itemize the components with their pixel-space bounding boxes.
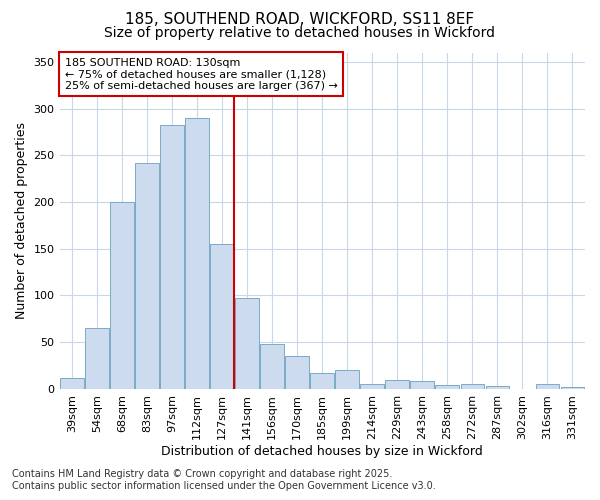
Bar [485,386,509,389]
Bar [160,126,184,389]
Text: Contains HM Land Registry data © Crown copyright and database right 2025.
Contai: Contains HM Land Registry data © Crown c… [12,470,436,491]
Bar [436,385,459,389]
Bar [60,378,84,389]
Bar [385,380,409,389]
Bar [310,373,334,389]
Bar [260,344,284,389]
Y-axis label: Number of detached properties: Number of detached properties [15,122,28,319]
Text: Size of property relative to detached houses in Wickford: Size of property relative to detached ho… [104,26,496,40]
Bar [335,370,359,389]
Text: 185 SOUTHEND ROAD: 130sqm
← 75% of detached houses are smaller (1,128)
25% of se: 185 SOUTHEND ROAD: 130sqm ← 75% of detac… [65,58,338,90]
Bar [560,387,584,389]
Bar [210,244,234,389]
X-axis label: Distribution of detached houses by size in Wickford: Distribution of detached houses by size … [161,444,483,458]
Bar [410,380,434,389]
Bar [85,328,109,389]
Bar [286,356,309,389]
Bar [235,298,259,389]
Bar [361,384,384,389]
Bar [110,202,134,389]
Bar [135,163,159,389]
Text: 185, SOUTHEND ROAD, WICKFORD, SS11 8EF: 185, SOUTHEND ROAD, WICKFORD, SS11 8EF [125,12,475,28]
Bar [461,384,484,389]
Bar [536,384,559,389]
Bar [185,118,209,389]
